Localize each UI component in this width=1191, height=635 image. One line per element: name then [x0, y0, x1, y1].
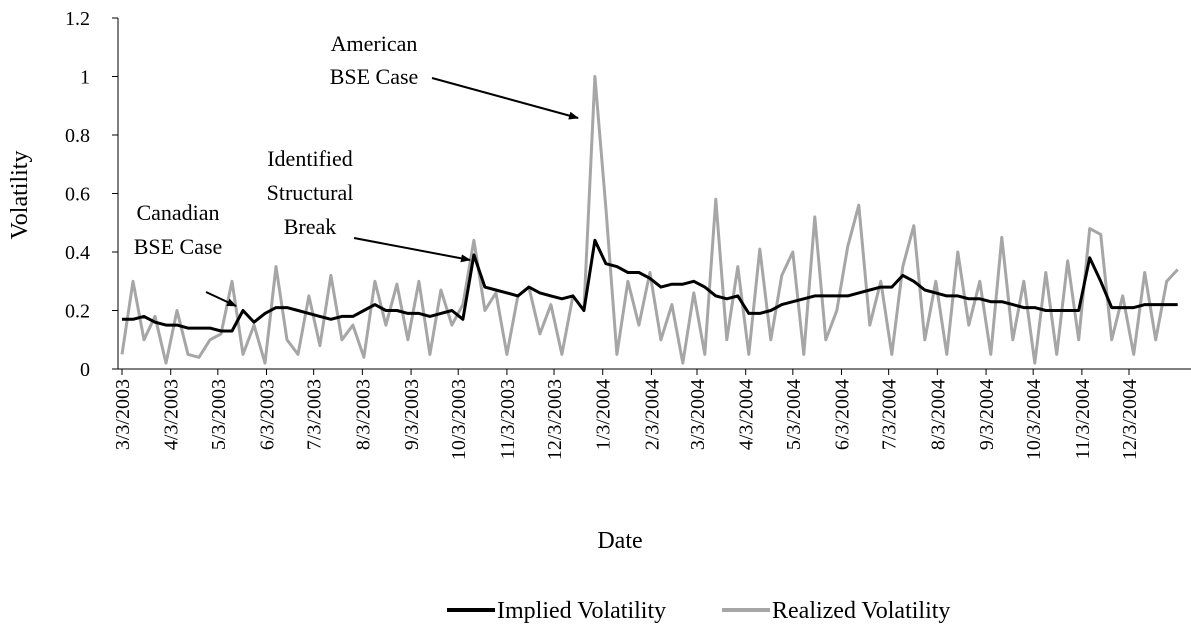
x-tick-label: 3/3/2004 — [687, 379, 709, 450]
annotation-text: BSE Case — [134, 234, 223, 259]
series-line — [122, 238, 1178, 333]
x-tick-label: 11/3/2003 — [497, 379, 519, 459]
y-tick-label: 0.8 — [65, 125, 90, 147]
annotation-text: Structural — [267, 180, 354, 205]
x-tick-label: 4/3/2004 — [736, 379, 758, 450]
y-tick-label: 0.6 — [65, 184, 90, 206]
x-tick-label: 9/3/2003 — [401, 379, 423, 450]
x-tick-label: 6/3/2003 — [257, 379, 279, 450]
y-tick-label: 1.2 — [65, 8, 90, 30]
annotation: Canadian BSE Case — [134, 200, 237, 307]
y-tick-label: 0 — [80, 359, 90, 381]
x-tick-label: 6/3/2004 — [832, 379, 854, 450]
annotation-text: Identified — [267, 146, 353, 171]
x-tick-label: 4/3/2003 — [161, 379, 183, 450]
annotation-text: Canadian — [136, 200, 219, 225]
y-tick-label: 0.2 — [65, 301, 90, 323]
y-tick-label: 1 — [80, 67, 90, 89]
x-tick-label: 11/3/2004 — [1072, 379, 1094, 459]
x-tick-label: 1/3/2004 — [593, 379, 615, 450]
x-tick-label: 2/3/2004 — [641, 379, 663, 450]
legend-label: Implied Volatility — [497, 598, 666, 624]
x-tick-label: 12/3/2003 — [544, 379, 566, 460]
legend: Implied Volatility Realized Volatility — [447, 598, 950, 624]
x-axis-label: Date — [597, 528, 642, 554]
x-tick-label: 8/3/2003 — [352, 379, 374, 450]
x-tick-label: 3/3/2003 — [112, 379, 134, 450]
annotation-arrow — [353, 237, 471, 263]
x-tick-label: 9/3/2004 — [976, 379, 998, 450]
legend-label: Realized Volatility — [772, 598, 950, 624]
series-line — [120, 75, 1179, 365]
y-axis-label: Volatility — [7, 151, 33, 240]
annotation-arrow — [431, 77, 579, 120]
annotation-text: Break — [284, 214, 337, 239]
y-tick-label: 0.4 — [65, 242, 90, 264]
annotation: Identified Structural Break — [267, 146, 471, 263]
plot-area: 0 0.2 0.4 0.6 0.8 1 1.2 3/3/2003 4/3/2003 5/3/200… — [65, 8, 1191, 460]
x-tick-label: 10/3/2003 — [448, 379, 470, 460]
x-tick-label: 7/3/2003 — [304, 379, 326, 450]
x-tick-label: 12/3/2004 — [1119, 379, 1141, 460]
x-tick-label: 5/3/2003 — [208, 379, 230, 450]
x-tick-label: 10/3/2004 — [1023, 379, 1045, 460]
annotation-text: BSE Case — [330, 64, 419, 89]
x-tick-label: 8/3/2004 — [927, 379, 949, 450]
x-tick-label: 7/3/2004 — [879, 379, 901, 450]
annotation: American BSE Case — [330, 31, 579, 120]
annotation-arrow — [205, 291, 237, 307]
annotation-text: American — [331, 31, 418, 56]
x-tick-label: 5/3/2004 — [783, 379, 805, 450]
